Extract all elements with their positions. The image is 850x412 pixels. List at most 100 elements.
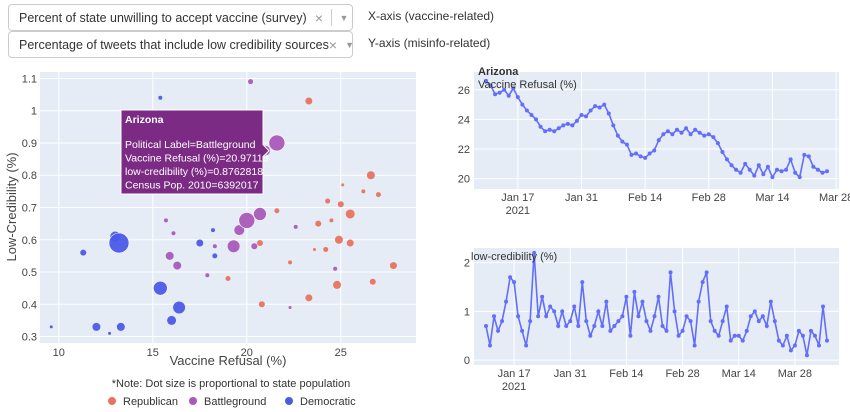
series-point[interactable] <box>806 154 811 159</box>
scatter-point-republican[interactable] <box>225 275 231 281</box>
series-point[interactable] <box>665 129 670 134</box>
scatter-point-battleground[interactable] <box>227 240 240 253</box>
scatter-point-democratic[interactable] <box>212 253 218 259</box>
scatter-point-republican[interactable] <box>323 246 329 252</box>
series-point[interactable] <box>770 175 775 180</box>
scatter-point-republican[interactable] <box>325 198 331 204</box>
scatter-point-battleground[interactable] <box>234 225 245 236</box>
series-point[interactable] <box>684 314 689 319</box>
legend-label-democratic[interactable]: Democratic <box>300 396 356 408</box>
series-point[interactable] <box>696 299 701 304</box>
scatter-point-democratic[interactable] <box>80 249 87 256</box>
series-point[interactable] <box>520 328 525 333</box>
series-point[interactable] <box>620 314 625 319</box>
series-point[interactable] <box>570 123 575 128</box>
series-point[interactable] <box>536 314 541 319</box>
series-point[interactable] <box>504 299 509 304</box>
legend-label-battleground[interactable]: Battleground <box>204 396 266 408</box>
series-point[interactable] <box>788 157 793 162</box>
legend-marker-democratic[interactable] <box>285 397 293 405</box>
series-point[interactable] <box>579 112 584 117</box>
series-point[interactable] <box>643 155 648 160</box>
series-point[interactable] <box>679 130 684 135</box>
series-point[interactable] <box>580 280 585 285</box>
scatter-point-republican[interactable] <box>341 183 345 187</box>
series-point[interactable] <box>804 353 809 358</box>
series-point[interactable] <box>815 167 820 172</box>
series-point[interactable] <box>808 328 813 333</box>
series-point[interactable] <box>664 328 669 333</box>
scatter-point-battleground[interactable] <box>212 244 217 249</box>
series-point[interactable] <box>702 133 707 138</box>
series-point[interactable] <box>692 343 697 348</box>
series-point[interactable] <box>502 87 507 92</box>
series-point[interactable] <box>615 133 620 138</box>
series-point[interactable] <box>779 169 784 174</box>
series-point[interactable] <box>743 161 748 166</box>
chevron-down-icon[interactable]: ▼ <box>345 39 354 50</box>
series-point[interactable] <box>728 338 733 343</box>
series-point[interactable] <box>752 309 757 314</box>
series-point[interactable] <box>484 78 488 83</box>
series-point[interactable] <box>693 127 698 132</box>
scatter-point-republican[interactable] <box>288 260 293 265</box>
series-point[interactable] <box>524 108 529 113</box>
scatter-point-republican[interactable] <box>361 189 366 194</box>
series-point[interactable] <box>816 343 821 348</box>
series-point[interactable] <box>811 164 816 169</box>
scatter-point-battleground[interactable] <box>238 212 256 229</box>
scatter-point-republican[interactable] <box>329 218 334 223</box>
series-point[interactable] <box>565 121 570 126</box>
series-point[interactable] <box>680 328 685 333</box>
series-point[interactable] <box>556 324 561 328</box>
series-point[interactable] <box>796 328 801 333</box>
series-point[interactable] <box>768 299 773 304</box>
series-point[interactable] <box>564 324 569 328</box>
series-point[interactable] <box>712 328 717 333</box>
series-point[interactable] <box>647 151 652 156</box>
series-point[interactable] <box>734 167 739 172</box>
scatter-point-democratic[interactable] <box>196 239 204 247</box>
scatter-point-republican[interactable] <box>345 209 355 219</box>
scatter-point-republican[interactable] <box>274 208 280 214</box>
series-point[interactable] <box>492 314 497 319</box>
series-point[interactable] <box>634 151 639 156</box>
series-point[interactable] <box>512 280 517 285</box>
series-point[interactable] <box>825 338 829 343</box>
series-point[interactable] <box>748 314 753 319</box>
series-point[interactable] <box>744 328 749 333</box>
series-point[interactable] <box>793 170 798 175</box>
scatter-point-democratic[interactable] <box>173 301 186 314</box>
series-point[interactable] <box>784 333 789 338</box>
series-point[interactable] <box>756 319 761 324</box>
series-point[interactable] <box>644 319 649 324</box>
scatter-point-battleground[interactable] <box>173 261 182 270</box>
series-point[interactable] <box>802 152 807 157</box>
series-point[interactable] <box>776 338 781 343</box>
series-point[interactable] <box>543 129 548 134</box>
legend-marker-republican[interactable] <box>108 397 116 405</box>
series-point[interactable] <box>788 348 793 353</box>
scatter-point-republican[interactable] <box>369 278 376 285</box>
series-point[interactable] <box>511 86 516 91</box>
series-point[interactable] <box>652 314 657 319</box>
series-point[interactable] <box>638 154 643 159</box>
series-point[interactable] <box>508 275 513 280</box>
series-point[interactable] <box>672 309 677 314</box>
series-point[interactable] <box>784 167 789 172</box>
series-point[interactable] <box>540 294 545 299</box>
scatter-point-democratic[interactable] <box>92 322 101 331</box>
series-point[interactable] <box>648 328 653 333</box>
series-point[interactable] <box>720 319 725 324</box>
series-point[interactable] <box>761 172 766 177</box>
series-point[interactable] <box>632 289 637 294</box>
series-point[interactable] <box>812 333 817 338</box>
series-point[interactable] <box>688 319 693 324</box>
series-point[interactable] <box>538 124 543 129</box>
series-point[interactable] <box>604 299 609 304</box>
series-point[interactable] <box>747 167 752 172</box>
series-point[interactable] <box>764 324 769 328</box>
series-point[interactable] <box>706 132 711 137</box>
series-point[interactable] <box>660 324 665 328</box>
series-point[interactable] <box>547 127 552 132</box>
